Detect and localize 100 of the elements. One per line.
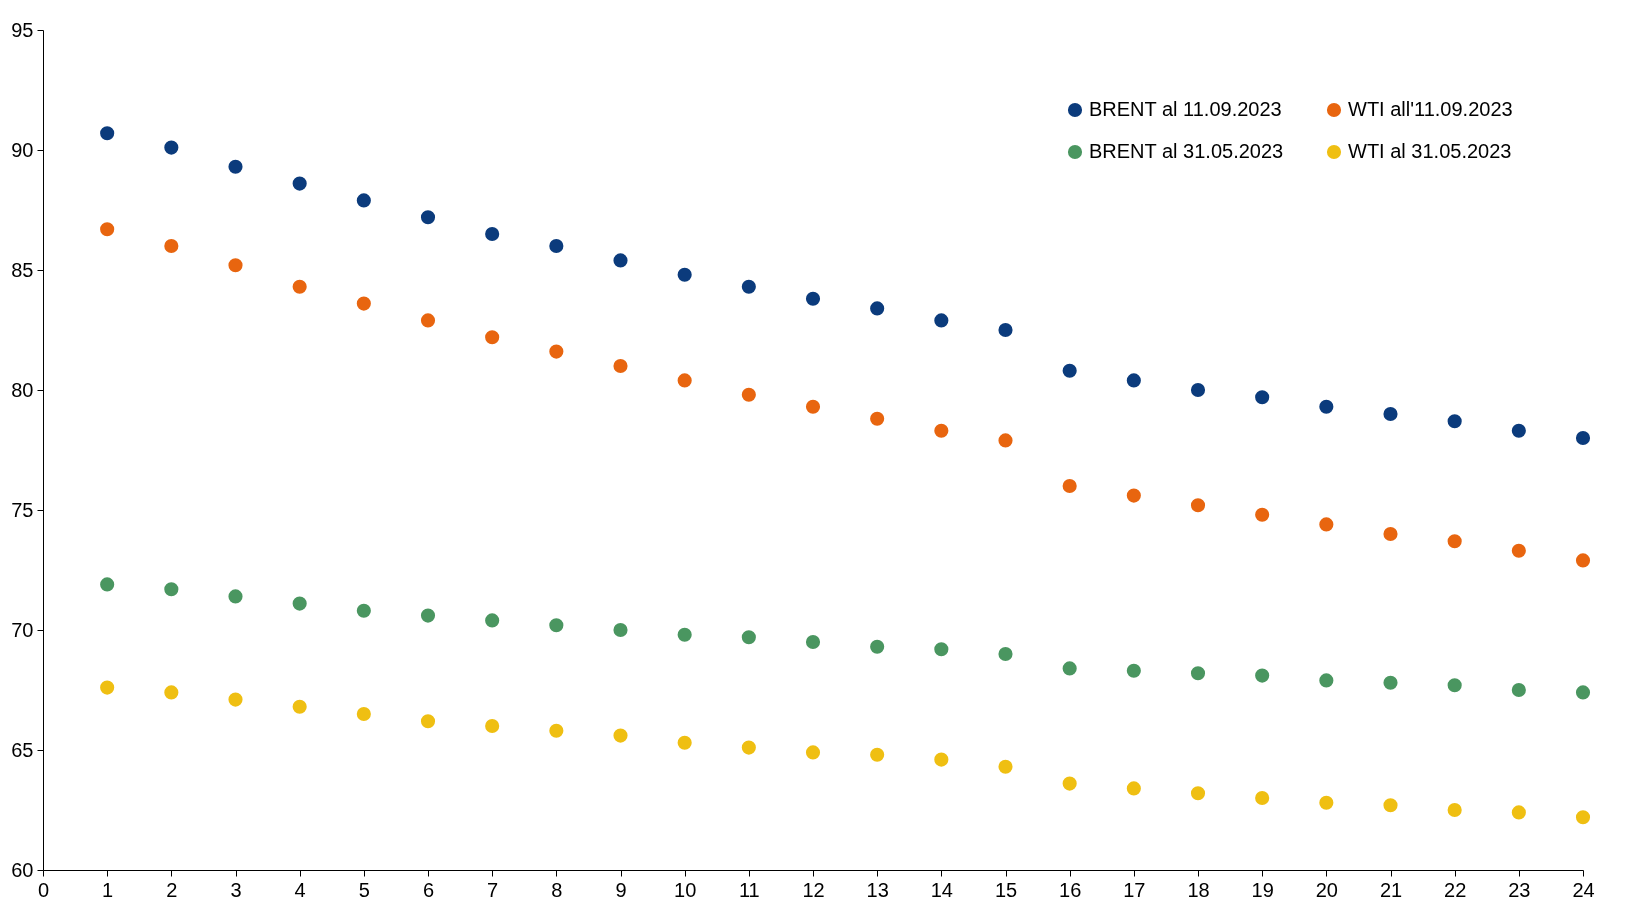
point bbox=[741, 740, 756, 755]
point bbox=[1575, 810, 1591, 825]
x-tick-label: 8 bbox=[551, 878, 563, 901]
point bbox=[677, 627, 692, 642]
point bbox=[1383, 406, 1398, 422]
point bbox=[934, 752, 949, 767]
x-tick-label: 18 bbox=[1187, 878, 1210, 901]
point bbox=[934, 313, 949, 328]
point bbox=[100, 577, 115, 592]
point bbox=[485, 718, 500, 734]
point bbox=[1447, 678, 1462, 693]
legend-label: WTI all'11.09.2023 bbox=[1348, 98, 1513, 120]
y-tick-label: 85 bbox=[11, 258, 34, 281]
point bbox=[164, 238, 179, 254]
point bbox=[934, 642, 949, 657]
point bbox=[677, 735, 692, 750]
point bbox=[998, 322, 1013, 338]
point bbox=[100, 222, 115, 237]
point bbox=[1126, 488, 1141, 503]
point bbox=[677, 373, 692, 388]
point bbox=[613, 358, 628, 374]
x-tick-label: 16 bbox=[1059, 878, 1082, 901]
x-tick-label: 10 bbox=[674, 878, 697, 901]
point bbox=[1383, 798, 1398, 813]
point bbox=[292, 279, 307, 294]
point bbox=[485, 226, 500, 242]
point bbox=[1511, 423, 1526, 438]
y-tick-label: 95 bbox=[11, 18, 34, 41]
x-tick-label: 3 bbox=[230, 878, 242, 901]
point bbox=[292, 176, 307, 191]
point bbox=[870, 411, 885, 426]
x-tick-label: 11 bbox=[738, 878, 760, 901]
point bbox=[420, 210, 436, 225]
point bbox=[613, 622, 628, 638]
point bbox=[292, 699, 307, 714]
x-tick-label: 14 bbox=[930, 878, 953, 901]
legend-label: BRENT al 31.05.2023 bbox=[1089, 140, 1284, 162]
x-tick-label: 1 bbox=[102, 878, 114, 901]
point bbox=[805, 634, 821, 650]
x-tick-label: 24 bbox=[1572, 878, 1595, 901]
point bbox=[805, 399, 821, 414]
point bbox=[1383, 675, 1398, 690]
x-tick-label: 23 bbox=[1508, 878, 1531, 901]
x-tick-label: 7 bbox=[487, 878, 499, 901]
x-tick-label: 4 bbox=[294, 878, 306, 901]
point bbox=[1575, 430, 1591, 446]
point bbox=[549, 344, 564, 359]
point bbox=[164, 685, 179, 700]
point bbox=[356, 603, 371, 618]
y-tick-label: 75 bbox=[11, 498, 34, 521]
point bbox=[1383, 526, 1398, 542]
point bbox=[1126, 781, 1141, 796]
legend-label: WTI al 31.05.2023 bbox=[1348, 140, 1512, 162]
point bbox=[356, 193, 371, 208]
point bbox=[1511, 682, 1526, 698]
point bbox=[1062, 661, 1077, 676]
point bbox=[1447, 414, 1462, 429]
point bbox=[1255, 668, 1270, 683]
point bbox=[741, 630, 756, 645]
point bbox=[870, 639, 885, 654]
point bbox=[292, 596, 307, 611]
point bbox=[805, 291, 821, 306]
point bbox=[356, 296, 371, 311]
x-tick-label: 9 bbox=[615, 878, 627, 901]
point bbox=[1319, 795, 1334, 810]
y-tick-label: 65 bbox=[11, 738, 34, 761]
point bbox=[1126, 373, 1141, 388]
x-tick-label: 2 bbox=[166, 878, 178, 901]
point bbox=[805, 745, 821, 760]
point bbox=[1190, 666, 1206, 681]
point bbox=[613, 253, 628, 268]
point bbox=[1190, 382, 1206, 398]
x-tick-label: 21 bbox=[1379, 878, 1403, 901]
point bbox=[1062, 363, 1077, 378]
point bbox=[998, 646, 1013, 662]
x-tick-label: 22 bbox=[1444, 878, 1467, 901]
x-tick-label: 13 bbox=[866, 878, 889, 901]
x-tick-label: 6 bbox=[422, 878, 435, 901]
point bbox=[1575, 685, 1591, 700]
point bbox=[741, 279, 756, 294]
y-tick-label: 70 bbox=[11, 618, 34, 641]
point bbox=[100, 126, 115, 141]
point bbox=[228, 258, 243, 273]
point bbox=[741, 387, 756, 402]
point bbox=[1190, 498, 1206, 513]
x-tick-label: 12 bbox=[802, 878, 825, 901]
point bbox=[613, 728, 628, 743]
point bbox=[420, 608, 436, 623]
point bbox=[1190, 786, 1206, 801]
point bbox=[420, 714, 436, 729]
point bbox=[100, 680, 115, 695]
legend-label: BRENT al 11.09.2023 bbox=[1089, 98, 1282, 120]
point bbox=[934, 423, 949, 438]
point bbox=[1062, 776, 1077, 791]
point bbox=[1511, 543, 1526, 558]
point bbox=[1319, 517, 1334, 532]
point bbox=[1255, 790, 1270, 806]
x-tick-label: 19 bbox=[1251, 878, 1274, 901]
point bbox=[870, 747, 885, 762]
x-tick-label: 17 bbox=[1123, 878, 1146, 901]
